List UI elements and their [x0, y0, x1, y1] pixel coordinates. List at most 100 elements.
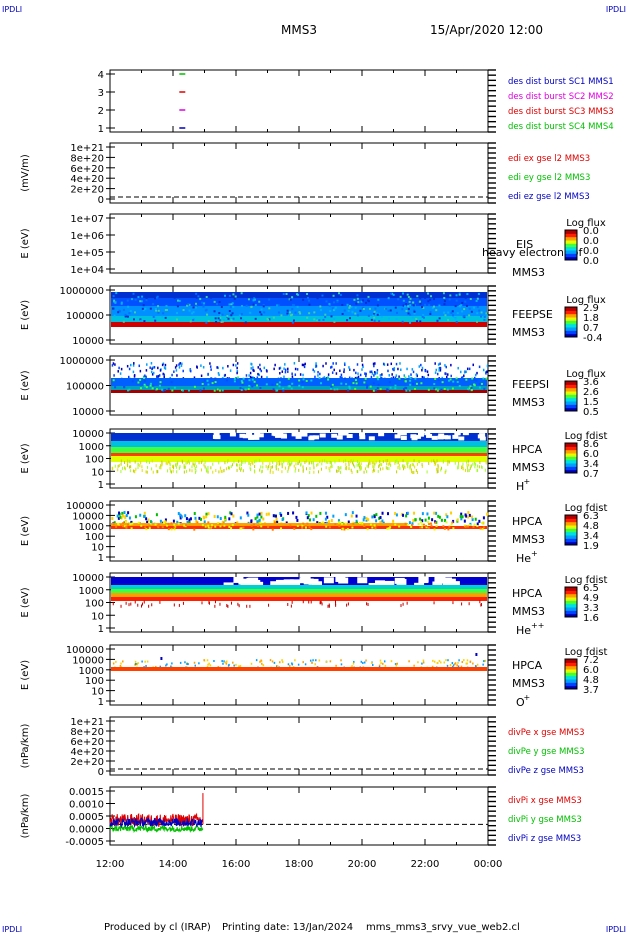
spectrum-pixel: [115, 292, 118, 295]
spectrum-pixel: [260, 313, 263, 316]
legend-entry: divPe x gse MMS3: [508, 728, 585, 738]
spectrum-pixel: [240, 292, 243, 295]
spectrum-pixel: [165, 461, 167, 465]
spectrum-pixel: [433, 660, 436, 663]
spectrum-pixel: [253, 369, 255, 373]
spectrum-pixel: [152, 470, 154, 474]
spectrum-pixel: [236, 371, 238, 375]
spectrum-pixel: [462, 462, 464, 466]
spectrum-pixel: [355, 371, 357, 375]
spectrum-pixel: [315, 364, 318, 368]
spectrum-pixel: [386, 459, 388, 463]
spectrum-pixel: [421, 512, 424, 516]
spectrum-band: [111, 386, 487, 390]
spectrum-pixel: [216, 303, 219, 306]
spectrum-pixel: [427, 373, 430, 377]
spectrum-pixel: [148, 526, 151, 529]
spectrum-pixel: [431, 306, 434, 309]
spectrum-pixel: [294, 469, 296, 473]
spectrum-pixel: [119, 664, 122, 667]
spectrum-pixel: [384, 664, 387, 667]
spectrum-pixel: [183, 465, 185, 469]
spectrum-pixel: [422, 316, 425, 319]
spectrum-pixel: [166, 462, 168, 466]
spectrum-pixel: [485, 372, 487, 375]
spectrum-pixel: [207, 470, 209, 474]
spectrum-pixel: [145, 386, 148, 389]
spectrum-pixel: [120, 302, 123, 305]
spectrum-pixel: [362, 307, 365, 310]
colorbar-frame: [564, 442, 578, 474]
spectrum-pixel: [139, 318, 142, 321]
spectrum-pixel: [378, 432, 385, 437]
spectrum-pixel: [141, 604, 143, 608]
spectrum-pixel: [142, 375, 145, 379]
colorbar-title: Log fdist: [565, 575, 608, 586]
spectrum-pixel: [481, 465, 483, 469]
spectrum-pixel: [437, 363, 440, 366]
species-label: O: [516, 696, 525, 709]
spectrum-pixel: [128, 459, 130, 463]
spectrum-pixel: [260, 465, 262, 469]
spectrum-pixel: [440, 468, 442, 472]
spectrum-pixel: [400, 604, 402, 608]
spectrum-pixel: [433, 298, 436, 301]
spectrum-pixel: [250, 468, 252, 472]
spectrum-pixel: [344, 363, 346, 366]
spectrum-pixel: [140, 461, 142, 465]
spectrum-pixel: [351, 470, 353, 474]
spectrum-pixel: [242, 318, 245, 321]
spectrum-pixel: [316, 463, 318, 467]
spectrum-pixel: [172, 469, 174, 473]
spectrum-pixel: [176, 520, 179, 524]
spectrum-pixel: [253, 435, 260, 440]
spectrum-pixel: [447, 318, 450, 321]
spectrum-pixel: [134, 663, 136, 666]
spectrum-pixel: [414, 518, 417, 522]
spectrum-pixel: [184, 514, 187, 518]
spectrum-pixel: [388, 317, 391, 320]
spectrum-pixel: [476, 306, 479, 309]
spectrum-pixel: [433, 528, 436, 531]
spectrum-pixel: [205, 308, 208, 311]
spectrum-pixel: [431, 518, 434, 522]
spectrum-pixel: [331, 371, 334, 374]
colorbar-tick-label: 1.6: [583, 613, 599, 624]
spectrum-pixel: [376, 387, 379, 390]
spectrum-pixel: [177, 460, 179, 464]
spectrum-pixel: [159, 519, 162, 523]
spectrum-pixel: [477, 292, 480, 295]
spectrum-pixel: [295, 462, 297, 466]
spectrum-pixel: [457, 466, 459, 470]
spectrum-pixel: [397, 431, 404, 436]
spectrum-pixel: [282, 387, 285, 390]
spectrum-pixel: [286, 309, 289, 312]
spectrum-pixel: [416, 462, 418, 466]
spectrum-pixel: [447, 462, 449, 466]
spectrum-pixel: [134, 460, 136, 464]
spectrum-pixel: [363, 381, 366, 384]
spectrum-pixel: [455, 320, 458, 323]
spectrum-pixel: [374, 469, 376, 473]
spectrum-pixel: [414, 434, 421, 439]
spectrum-pixel: [352, 459, 354, 463]
spectrum-pixel: [413, 310, 416, 313]
spectrum-pixel: [462, 431, 469, 436]
spectrum-pixel: [447, 659, 449, 662]
spectrum-pixel: [118, 464, 120, 468]
spectrum-pixel: [371, 515, 374, 519]
spectrum-pixel: [287, 602, 289, 606]
spectrum-band: [111, 306, 487, 316]
spectrum-pixel: [311, 661, 313, 664]
spectrum-pixel: [319, 511, 322, 515]
spectrum-pixel: [483, 660, 485, 663]
spectrum-pixel: [325, 300, 328, 303]
spectrum-pixel: [193, 528, 196, 531]
spectrum-pixel: [430, 292, 433, 295]
spectrum-pixel: [209, 362, 211, 365]
spectrum-pixel: [358, 522, 361, 525]
spectrum-pixel: [248, 384, 251, 387]
spectrum-pixel: [187, 663, 189, 666]
spectrum-pixel: [151, 373, 154, 376]
